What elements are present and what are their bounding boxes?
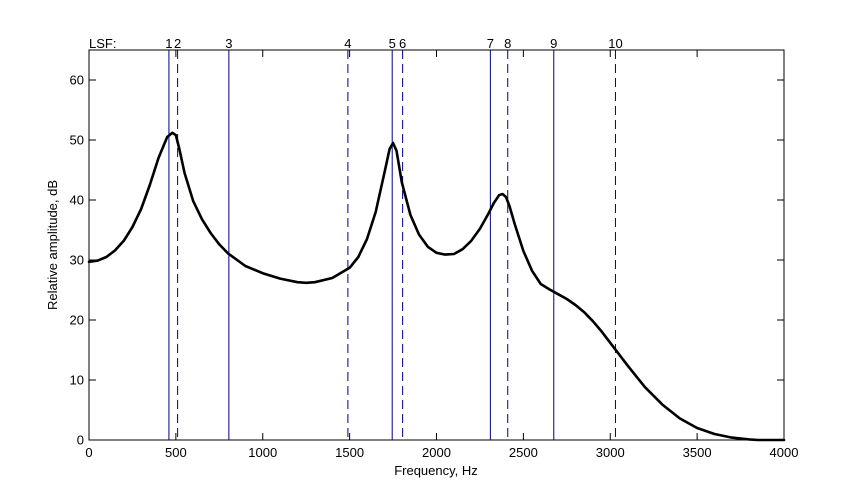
lsf-labels: 1 2 3 4 5 6 7 8 9 10 bbox=[165, 36, 622, 51]
x-tick-label: 0 bbox=[85, 445, 92, 460]
series-group bbox=[87, 131, 786, 442]
x-tick-label: 500 bbox=[165, 445, 187, 460]
lsf-label-3: 3 bbox=[225, 36, 232, 51]
x-tick-label: 3500 bbox=[683, 445, 712, 460]
y-tick-label: 60 bbox=[70, 73, 84, 88]
lsf-label-8: 8 bbox=[504, 36, 511, 51]
plot-area bbox=[88, 49, 785, 441]
lsf-header: LSF: bbox=[89, 36, 116, 51]
x-tick-label: 1000 bbox=[248, 445, 277, 460]
lsf-lines bbox=[168, 50, 616, 440]
lsf-label-4: 4 bbox=[344, 36, 351, 51]
y-tick-label: 20 bbox=[70, 313, 84, 328]
x-tick-label: 2500 bbox=[509, 445, 538, 460]
y-tick-label: 50 bbox=[70, 133, 84, 148]
y-axis-title: Relative amplitude, dB bbox=[45, 180, 60, 310]
lsf-label-2: 2 bbox=[174, 36, 181, 51]
y-tick-label: 40 bbox=[70, 193, 84, 208]
lsf-label-10: 10 bbox=[608, 36, 622, 51]
x-tick-label: 3000 bbox=[596, 445, 625, 460]
y-ticks: 0 10 20 30 40 50 60 bbox=[70, 73, 784, 448]
lsf-label-1: 1 bbox=[165, 36, 172, 51]
y-tick-label: 30 bbox=[70, 253, 84, 268]
y-tick-label: 10 bbox=[70, 373, 84, 388]
lsf-label-9: 9 bbox=[550, 36, 557, 51]
x-tick-label: 2000 bbox=[422, 445, 451, 460]
series-line-0 bbox=[87, 131, 786, 442]
x-axis-title: Frequency, Hz bbox=[394, 463, 478, 478]
lsf-label-5: 5 bbox=[389, 36, 396, 51]
x-tick-label: 4000 bbox=[770, 445, 799, 460]
lsf-label-6: 6 bbox=[399, 36, 406, 51]
lsf-label-7: 7 bbox=[487, 36, 494, 51]
x-ticks: 0 500 1000 1500 2000 2500 3000 3500 4000 bbox=[85, 50, 798, 460]
y-tick-label: 0 bbox=[77, 433, 84, 448]
x-tick-label: 1500 bbox=[335, 445, 364, 460]
